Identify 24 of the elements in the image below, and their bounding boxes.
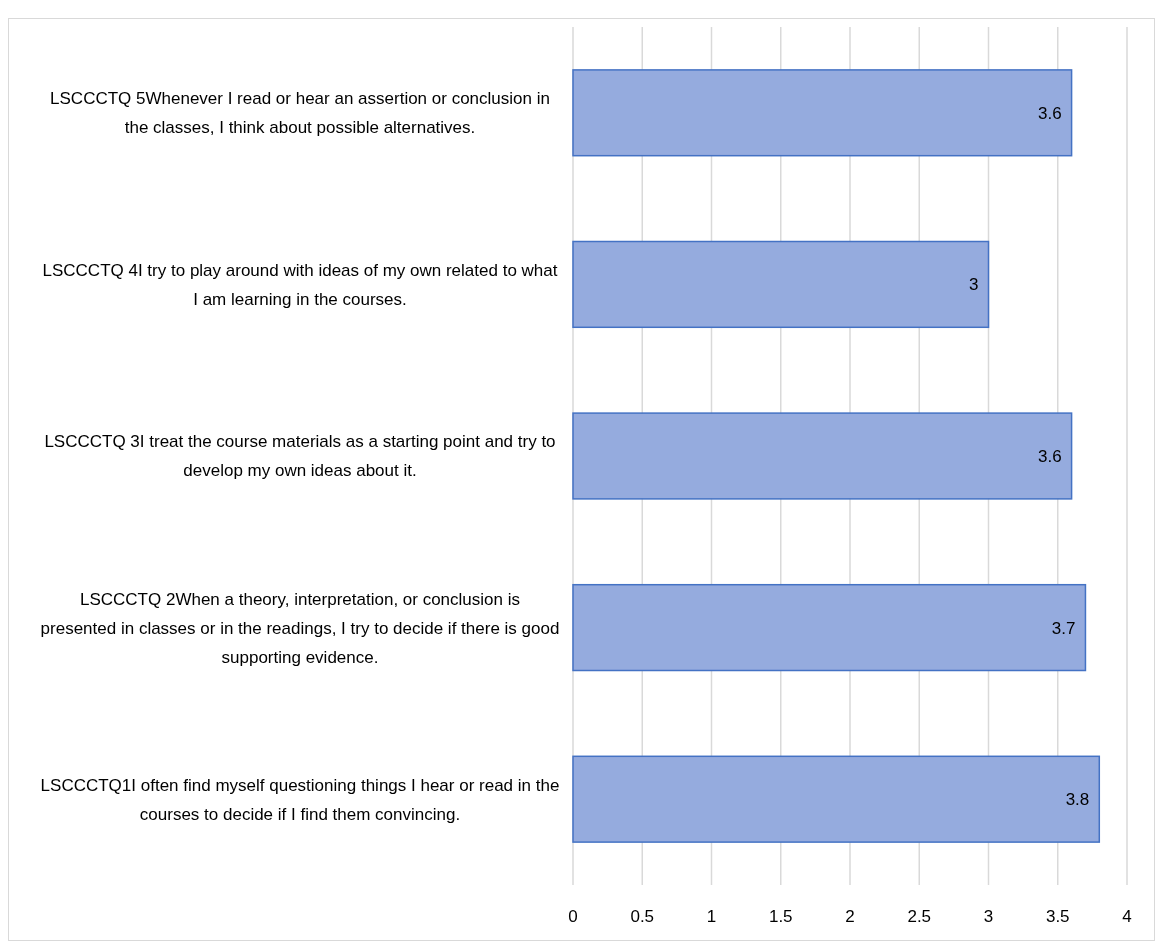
bar — [572, 69, 1073, 157]
x-tick-label: 0 — [568, 907, 578, 926]
bar — [572, 755, 1101, 843]
y-tick-label: LSCCCTQ 5Whenever I read or hear an assertion or conclusion in the classes, I think about possible alternatives. — [50, 89, 550, 138]
x-tick-label: 4 — [1122, 907, 1132, 926]
data-label: 3.6 — [1037, 103, 1062, 123]
y-tick-label: LSCCCTQ1I often find myself questioning things I hear or read in the courses to decide if I find them convincing. — [40, 775, 560, 824]
x-tick-label: 0.5 — [630, 907, 655, 926]
data-label: 3.6 — [1037, 446, 1062, 466]
bar — [572, 583, 1087, 672]
data-label: 3.8 — [1065, 790, 1090, 810]
x-tick-label: 2.5 — [907, 907, 932, 926]
x-tick-label: 1 — [706, 907, 717, 926]
y-tick-label: LSCCCTQ 3I treat the course materials as a starting point and try to develop my own ideas about it. — [44, 432, 556, 481]
x-tick-label: 3.5 — [1045, 907, 1070, 926]
data-label: 3 — [969, 275, 979, 295]
bar — [572, 240, 990, 329]
x-tick-label: 1.5 — [768, 907, 793, 926]
y-tick-label: LSCCCTQ 2When a theory, interpretation, or conclusion is presented in classes or in the readings, I try to decide if there is good supporting evidence. — [40, 589, 560, 667]
y-tick-label: LSCCCTQ 4I try to play around with ideas of my own related to what I am learning in the courses. — [42, 260, 558, 309]
x-tick-label: 3 — [983, 907, 994, 926]
data-label: 3.7 — [1051, 618, 1076, 638]
bar — [572, 412, 1073, 500]
x-tick-label: 2 — [845, 907, 855, 926]
